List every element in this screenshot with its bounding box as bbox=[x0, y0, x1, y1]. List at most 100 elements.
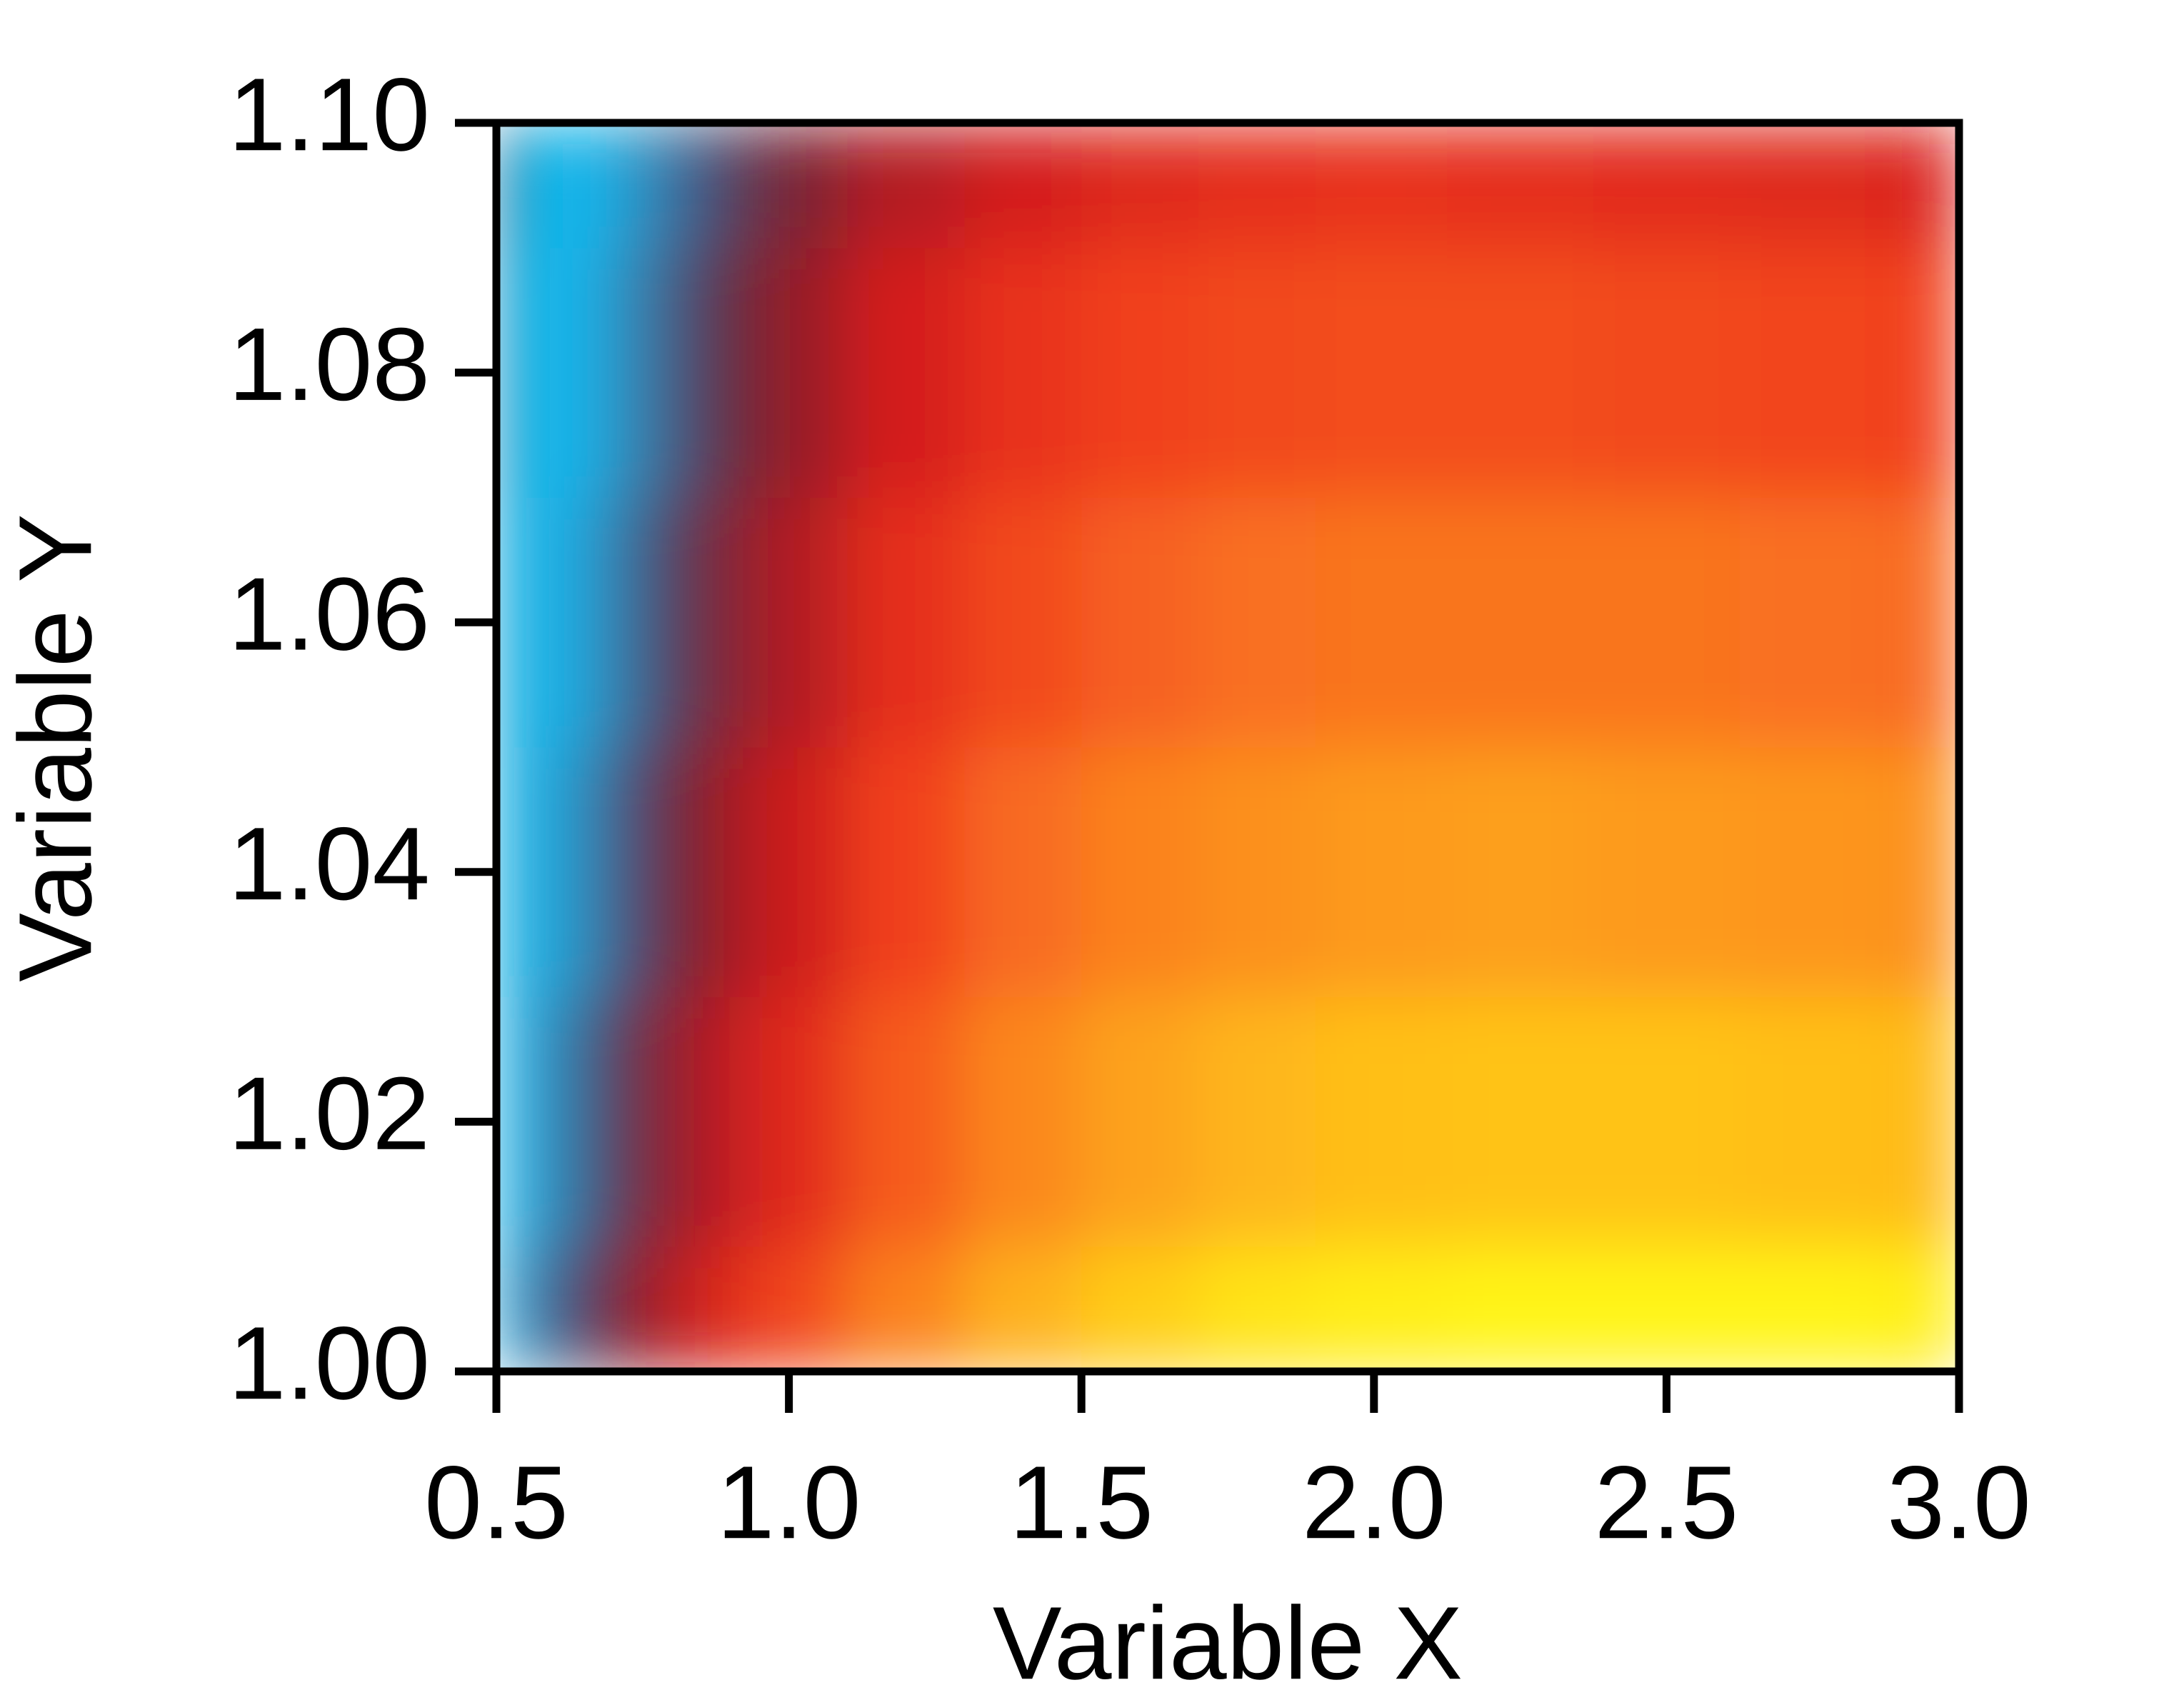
heatmap-cell bbox=[1593, 1246, 1740, 1371]
heatmap-cell bbox=[642, 497, 702, 748]
heatmap-cell bbox=[701, 1246, 761, 1371]
heatmap-cell bbox=[1739, 497, 1887, 748]
heatmap-cell bbox=[1885, 247, 1959, 498]
heatmap-cell bbox=[1447, 747, 1594, 998]
heatmap-cell bbox=[964, 247, 1082, 498]
heatmap-cell bbox=[701, 123, 761, 249]
heatmap-cell bbox=[1593, 247, 1740, 498]
heatmap-cell bbox=[964, 996, 1082, 1247]
x-axis-label: Variable X bbox=[993, 1585, 1463, 1690]
heatmap-cell bbox=[1447, 1246, 1594, 1371]
heatmap-cell bbox=[496, 1246, 526, 1371]
heatmap-cell bbox=[496, 996, 526, 1247]
heatmap-cell bbox=[583, 996, 643, 1247]
heatmap-cell bbox=[1447, 497, 1594, 748]
heatmap-cell bbox=[1885, 747, 1959, 998]
heatmap-cell bbox=[525, 1246, 585, 1371]
x-tick-label: 2.5 bbox=[1595, 1444, 1739, 1560]
heatmap-cell bbox=[1593, 123, 1740, 249]
heatmap-cell bbox=[1198, 747, 1316, 998]
heatmap-cell bbox=[759, 1246, 848, 1371]
heatmap-cell bbox=[1081, 247, 1199, 498]
heatmap-cell bbox=[701, 497, 761, 748]
heatmap-cell bbox=[759, 497, 848, 748]
heatmap-cell bbox=[1447, 247, 1594, 498]
heatmap-cell bbox=[1739, 747, 1887, 998]
heatmap-cell bbox=[1315, 747, 1448, 998]
heatmap-cell bbox=[1739, 247, 1887, 498]
heatmap-cell bbox=[525, 497, 585, 748]
y-tick-label: 1.02 bbox=[229, 1056, 430, 1171]
heatmap-cell bbox=[583, 247, 643, 498]
heatmap-cell bbox=[496, 497, 526, 748]
x-tick-label: 1.0 bbox=[717, 1444, 861, 1560]
heatmap-cell bbox=[583, 747, 643, 998]
heatmap-cell bbox=[1739, 996, 1887, 1247]
heatmap-cell bbox=[1198, 996, 1316, 1247]
heatmap-cell bbox=[583, 497, 643, 748]
heatmap-cell bbox=[847, 247, 965, 498]
x-tick-label: 2.0 bbox=[1302, 1444, 1446, 1560]
heatmap-cell bbox=[759, 996, 848, 1247]
heatmap-cell bbox=[642, 996, 702, 1247]
x-tick-label: 3.0 bbox=[1887, 1444, 2031, 1560]
heatmap-cell bbox=[759, 123, 848, 249]
heatmap-cell bbox=[1198, 247, 1316, 498]
heatmap-cell bbox=[525, 747, 585, 998]
heatmap-cell bbox=[1198, 123, 1316, 249]
heatmap-cell bbox=[496, 747, 526, 998]
heatmap-cell bbox=[525, 247, 585, 498]
heatmap-cell bbox=[1447, 123, 1594, 249]
heatmap-cell bbox=[701, 747, 761, 998]
heatmap-cell bbox=[701, 996, 761, 1247]
heatmap-cell bbox=[964, 497, 1082, 748]
heatmap-cell bbox=[1885, 1246, 1959, 1371]
heatmap-cell bbox=[847, 123, 965, 249]
heatmap-cell bbox=[1198, 497, 1316, 748]
heatmap-cell bbox=[1885, 497, 1959, 748]
heatmap-cell bbox=[701, 247, 761, 498]
heatmap bbox=[496, 123, 1959, 1371]
heatmap-cell bbox=[1315, 247, 1448, 498]
heatmap-cell bbox=[496, 123, 526, 249]
heatmap-cell bbox=[1447, 996, 1594, 1247]
heatmap-cell bbox=[1885, 123, 1959, 249]
heatmap-cell bbox=[1315, 996, 1448, 1247]
heatmap-cell bbox=[583, 1246, 643, 1371]
heatmap-cell bbox=[1315, 497, 1448, 748]
heatmap-cell bbox=[1593, 497, 1740, 748]
heatmap-cell bbox=[525, 996, 585, 1247]
heatmap-cell bbox=[1198, 1246, 1316, 1371]
y-tick-label: 1.00 bbox=[229, 1305, 430, 1421]
heatmap-cell bbox=[642, 247, 702, 498]
heatmap-cell bbox=[642, 747, 702, 998]
x-tick-label: 1.5 bbox=[1009, 1444, 1153, 1560]
heatmap-cell bbox=[759, 747, 848, 998]
heatmap-cell bbox=[847, 996, 965, 1247]
heatmap-cell bbox=[847, 1246, 965, 1371]
heatmap-cell bbox=[1315, 1246, 1448, 1371]
heatmap-cell bbox=[642, 1246, 702, 1371]
heatmap-cell bbox=[964, 1246, 1082, 1371]
heatmap-cell bbox=[1315, 123, 1448, 249]
heatmap-cell bbox=[1081, 747, 1199, 998]
x-tick-label: 0.5 bbox=[424, 1444, 568, 1560]
heatmap-cell bbox=[759, 247, 848, 498]
heatmap-cell bbox=[1593, 996, 1740, 1247]
heatmap-cell bbox=[964, 123, 1082, 249]
y-tick-label: 1.04 bbox=[229, 806, 430, 921]
plot-frame bbox=[492, 119, 1963, 1376]
heatmap-cell bbox=[583, 123, 643, 249]
heatmap-cell bbox=[847, 497, 965, 748]
heatmap-cell bbox=[1081, 497, 1199, 748]
heatmap-cell bbox=[1081, 123, 1199, 249]
heatmap-cell bbox=[642, 123, 702, 249]
y-tick-label: 1.08 bbox=[229, 306, 430, 422]
heatmap-cell bbox=[964, 747, 1082, 998]
heatmap-cell bbox=[1885, 996, 1959, 1247]
cells bbox=[496, 123, 1959, 1371]
y-tick-label: 1.10 bbox=[229, 56, 430, 172]
heatmap-cell bbox=[525, 123, 585, 249]
heatmap-cell bbox=[1739, 123, 1887, 249]
